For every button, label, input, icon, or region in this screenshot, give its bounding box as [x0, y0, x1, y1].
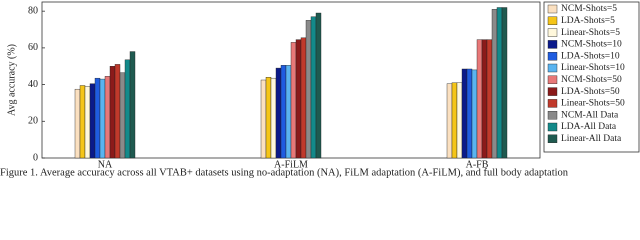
- bar: [315, 12, 322, 159]
- bar: [295, 39, 302, 159]
- legend-label: NCM-Shots=50: [561, 75, 622, 85]
- legend-label: LDA-Shots=10: [561, 51, 620, 61]
- legend-swatch: [547, 75, 558, 85]
- legend-label: LDA-Shots=5: [561, 16, 615, 26]
- bar: [466, 68, 473, 159]
- legend-swatch: [547, 122, 558, 132]
- bar: [496, 7, 503, 159]
- bar: [471, 69, 478, 159]
- bar: [99, 78, 106, 159]
- legend-box: [543, 1, 640, 153]
- chart: Avg accuracy (%) Figure 1. Average accur…: [0, 1, 640, 178]
- bar: [84, 86, 91, 159]
- y-tick-label: 40: [28, 79, 38, 90]
- bar: [260, 79, 267, 159]
- bar: [300, 37, 307, 159]
- legend-label: Linear-Shots=50: [561, 99, 625, 109]
- bar: [79, 85, 86, 159]
- bar: [446, 83, 453, 159]
- legend-label: NCM-All Data: [561, 110, 619, 120]
- bar: [119, 72, 126, 159]
- bar: [456, 82, 463, 159]
- legend-swatch: [547, 134, 558, 144]
- bar: [501, 7, 508, 159]
- x-tick-label: A-FB: [466, 159, 489, 170]
- legend-swatch: [547, 16, 558, 25]
- bar: [305, 20, 312, 159]
- legend-swatch: [547, 52, 558, 61]
- legend-label: NCM-Shots=5: [561, 4, 617, 14]
- bar: [280, 65, 287, 159]
- legend-label: LDA-Shots=50: [561, 87, 620, 97]
- bar: [481, 39, 488, 159]
- bar: [275, 67, 282, 159]
- bar: [310, 16, 317, 159]
- bar: [461, 68, 468, 159]
- bar: [486, 39, 493, 159]
- y-axis-label: Avg accuracy (%): [6, 44, 17, 116]
- legend-label: Linear-Shots=10: [561, 63, 625, 73]
- legend-label: Linear-Shots=5: [561, 28, 620, 38]
- bar: [285, 65, 292, 159]
- bar: [104, 76, 111, 159]
- y-tick-label: 80: [28, 5, 38, 16]
- caption: Figure 1. Average accuracy across all VT…: [0, 167, 569, 178]
- legend-swatch: [547, 110, 558, 120]
- bar: [94, 77, 101, 159]
- legend-label: LDA-All Data: [561, 122, 617, 132]
- bar: [89, 83, 96, 159]
- legend-swatch: [547, 40, 558, 49]
- bar: [491, 9, 498, 159]
- legend-label: Linear-All Data: [561, 134, 622, 144]
- x-tick-label: A-FiLM: [274, 159, 308, 170]
- y-tick-label: 60: [28, 42, 38, 53]
- legend-swatch: [547, 63, 558, 73]
- bar: [476, 39, 483, 159]
- legend-label: NCM-Shots=10: [561, 40, 622, 50]
- bar: [290, 42, 297, 159]
- bar: [270, 77, 277, 159]
- legend-swatch: [547, 87, 558, 96]
- bar: [129, 51, 136, 159]
- y-tick-label: 20: [28, 116, 38, 127]
- y-tick-label: 0: [33, 152, 38, 163]
- bar: [265, 77, 272, 159]
- legend-swatch: [547, 99, 558, 108]
- bar: [109, 66, 116, 159]
- bar: [451, 82, 458, 159]
- x-tick-label: NA: [98, 159, 113, 170]
- legend-swatch: [547, 4, 558, 14]
- bar: [124, 59, 131, 159]
- legend-swatch: [547, 28, 558, 37]
- bar: [114, 64, 121, 159]
- bar: [74, 88, 81, 159]
- legend: NCM-Shots=5 LDA-Shots=5 Linear-Shots=5 NCM-…: [543, 1, 640, 153]
